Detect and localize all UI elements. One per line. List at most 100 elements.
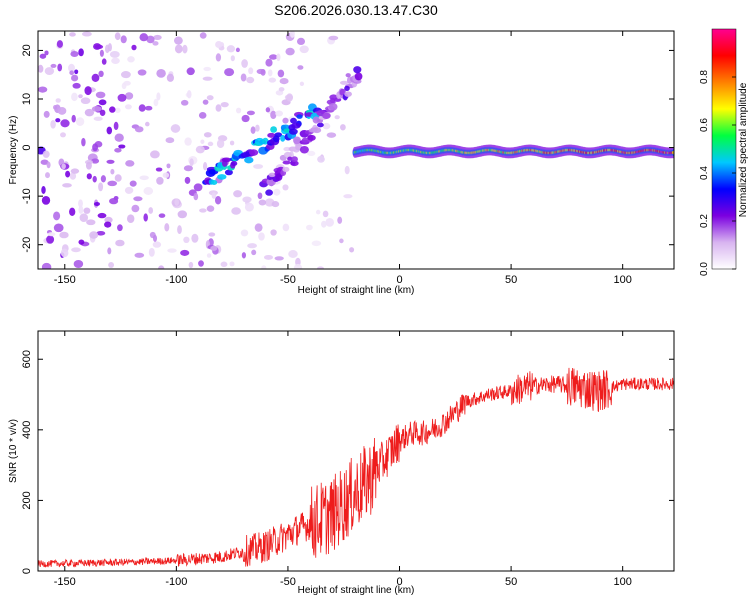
spectrogram-noise-cell	[104, 216, 113, 224]
spectrogram-noise-cell	[109, 106, 116, 113]
snr-frame	[37, 330, 675, 572]
spectrogram-noise-cell	[91, 73, 100, 82]
spectrogram-noise-cell	[114, 174, 122, 182]
spectrogram-noise-cell	[92, 175, 97, 183]
spectrogram-noise-cell	[92, 143, 99, 152]
spectrogram-noise-cell	[139, 175, 149, 181]
spectrogram-noise-cell	[129, 180, 137, 187]
spectrogram-streak-cell	[221, 157, 232, 163]
spectrogram-noise-cell	[255, 124, 260, 132]
colorbar-tick-label: 0.2	[699, 214, 710, 228]
spectrogram-noise-cell	[59, 231, 69, 239]
spectrogram-noise-cell	[156, 92, 161, 101]
spectrogram-noise-cell	[315, 209, 321, 215]
spectrogram-streak-cell	[262, 137, 269, 145]
spectrogram-noise-cell	[94, 44, 104, 50]
spectrogram-y-tick-label: 0	[21, 145, 33, 151]
spectrogram-noise-cell	[229, 140, 235, 146]
spectrogram-noise-cell	[98, 70, 104, 78]
spectrogram-noise-cell	[98, 182, 104, 192]
spectrogram-noise-cell	[162, 172, 170, 178]
colorbar-label: Normalized spectral amplitude	[738, 82, 749, 217]
spectrogram-noise-cell	[123, 80, 131, 86]
spectrogram-noise-cell	[317, 266, 324, 269]
spectrogram-noise-cell	[78, 205, 84, 214]
snr-series-line	[38, 367, 674, 568]
spectrogram-noise-cell	[139, 33, 149, 42]
spectrogram-noise-cell	[208, 232, 216, 237]
spectrogram-streak-cell	[270, 126, 278, 133]
spectrogram-noise-cell	[86, 219, 96, 226]
spectrogram-noise-cell	[193, 192, 199, 201]
spectrogram-noise-cell	[152, 41, 159, 46]
spectrogram-noise-cell	[198, 112, 207, 119]
spectrogram-noise-cell	[254, 223, 263, 232]
spectrogram-noise-cell	[289, 31, 295, 38]
spectrogram-noise-cell	[38, 86, 48, 93]
spectrogram-noise-cell	[155, 167, 163, 172]
spectrogram-noise-cell	[260, 69, 266, 76]
spectrogram-noise-cell	[277, 69, 285, 78]
spectrogram-noise-cell	[235, 107, 242, 114]
spectrogram-noise-cell	[206, 205, 215, 212]
spectrogram-streak-cell	[344, 85, 350, 92]
spectrogram-noise-cell	[104, 221, 112, 228]
spectrogram-noise-cell	[210, 245, 218, 251]
spectrogram-noise-cell	[250, 126, 256, 134]
snr-y-tick-label: 600	[21, 350, 33, 368]
spectrogram-noise-cell	[186, 67, 195, 76]
spectrogram-noise-cell	[215, 104, 222, 112]
spectrogram-noise-cell	[131, 44, 137, 51]
spectrogram-noise-cell	[89, 231, 99, 239]
spectrogram-x-tick-label: 50	[505, 274, 517, 286]
colorbar-tick-label: 0.6	[699, 118, 710, 132]
spectrogram-noise-cell	[246, 110, 255, 116]
spectrogram-noise-cell	[230, 55, 235, 62]
colorbar-ticks: 0.0 0.2 0.4 0.6 0.8	[699, 70, 736, 276]
spectrogram-noise-cell	[145, 105, 153, 111]
colorbar-bar	[711, 28, 737, 270]
spectrogram-noise-cell	[306, 224, 313, 231]
spectrogram-noise-cell	[79, 213, 89, 222]
spectrogram-noise-cell	[131, 204, 140, 213]
spectrogram-noise-cell	[108, 262, 115, 268]
spectrogram-noise-cell	[177, 225, 182, 235]
spectrogram-noise-cell	[156, 68, 166, 78]
spectrogram-noise-cell	[84, 108, 95, 117]
spectrogram-noise-cell	[71, 247, 81, 253]
spectrogram-noise-cell	[80, 97, 91, 105]
spectrogram-noise-cell	[322, 210, 329, 218]
spectrogram-noise-cell	[78, 239, 85, 245]
spectrogram-noise-cell	[248, 67, 254, 75]
spectrogram-streak-cell	[290, 117, 297, 124]
spectrogram-noise-cell	[148, 207, 154, 214]
spectrogram-noise-cell	[202, 76, 213, 81]
spectrogram-y-label: Frequency (Hz)	[8, 116, 19, 185]
spectrogram-streak-cell	[267, 132, 276, 138]
spectrogram-noise-cell	[126, 214, 135, 224]
spectrogram-noise-cell	[78, 94, 83, 99]
spectrogram-noise-cell	[279, 78, 289, 85]
spectrogram-noise-cell	[349, 247, 355, 253]
spectrogram-streak-cell	[230, 160, 238, 167]
spectrogram-noise-cell	[340, 124, 346, 131]
spectrogram-noise-cell	[114, 32, 121, 41]
spectrogram-streak-cell	[265, 189, 273, 196]
spectrogram-noise-cell	[106, 159, 115, 164]
spectrogram-noise-cell	[220, 101, 229, 108]
spectrogram-noise-cell	[57, 63, 63, 72]
spectrogram-noise-cell	[174, 36, 183, 45]
spectrogram-noise-cell	[69, 32, 76, 37]
spectrogram-noise-cell	[152, 241, 162, 248]
spectrogram-noise-cell	[337, 216, 343, 224]
spectrogram-noise-cell	[263, 254, 274, 260]
spectrogram-noise-cell	[189, 158, 194, 167]
spectrogram-x-tick-label: -50	[280, 274, 296, 286]
spectrogram-noise-cell	[261, 265, 267, 269]
spectrogram-noise-cell	[268, 77, 277, 83]
spectrogram-noise-cell	[148, 247, 155, 257]
spectrogram-y-tick-label: -20	[21, 237, 33, 253]
spectrogram-noise-cell	[265, 58, 273, 67]
spectrogram-noise-cell	[109, 50, 120, 58]
